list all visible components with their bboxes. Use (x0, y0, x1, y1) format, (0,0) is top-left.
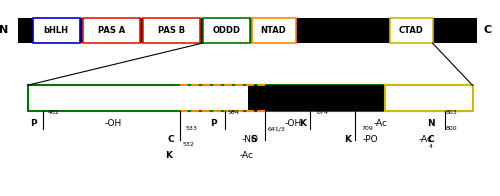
Bar (390, 18, 432, 43)
Text: 564: 564 (228, 110, 239, 115)
Text: -Ac: -Ac (418, 135, 432, 144)
Text: NTAD: NTAD (260, 26, 286, 35)
Text: 803: 803 (446, 110, 457, 115)
Text: PAS B: PAS B (158, 26, 185, 35)
Text: 402: 402 (48, 110, 60, 115)
Text: -OH: -OH (284, 119, 302, 128)
Bar (385, 85, 472, 111)
Bar (18, 18, 477, 43)
Text: C: C (168, 135, 174, 144)
Text: 800: 800 (446, 126, 457, 131)
Text: P: P (30, 119, 36, 128)
Bar (142, 18, 200, 43)
Text: 709: 709 (362, 126, 374, 131)
Text: S: S (250, 135, 256, 144)
Text: N: N (428, 119, 435, 128)
Text: CTAD: CTAD (399, 26, 423, 35)
Text: C: C (428, 135, 434, 144)
Text: bHLH: bHLH (44, 26, 69, 35)
Text: -Ac: -Ac (374, 119, 388, 128)
Bar (248, 85, 385, 111)
Text: N: N (0, 25, 8, 35)
Bar (32, 18, 80, 43)
Text: -OH: -OH (104, 119, 122, 128)
Text: K: K (165, 151, 172, 160)
Text: 641/3: 641/3 (268, 126, 286, 131)
Text: 532: 532 (183, 142, 195, 147)
Text: 533: 533 (186, 126, 197, 131)
Text: C: C (484, 25, 492, 35)
Text: 4: 4 (428, 144, 432, 149)
Text: K: K (299, 119, 306, 128)
Text: PAS A: PAS A (98, 26, 125, 35)
Bar (252, 18, 296, 43)
Bar (202, 18, 250, 43)
Text: ODDD: ODDD (212, 26, 240, 35)
Text: 674: 674 (317, 110, 329, 115)
Text: P: P (210, 119, 216, 128)
Bar (82, 18, 140, 43)
Bar (28, 85, 472, 111)
Text: -PO: -PO (362, 135, 378, 144)
Text: K: K (344, 135, 351, 144)
Text: -Ac: -Ac (240, 151, 254, 160)
Text: -NO: -NO (242, 135, 259, 144)
